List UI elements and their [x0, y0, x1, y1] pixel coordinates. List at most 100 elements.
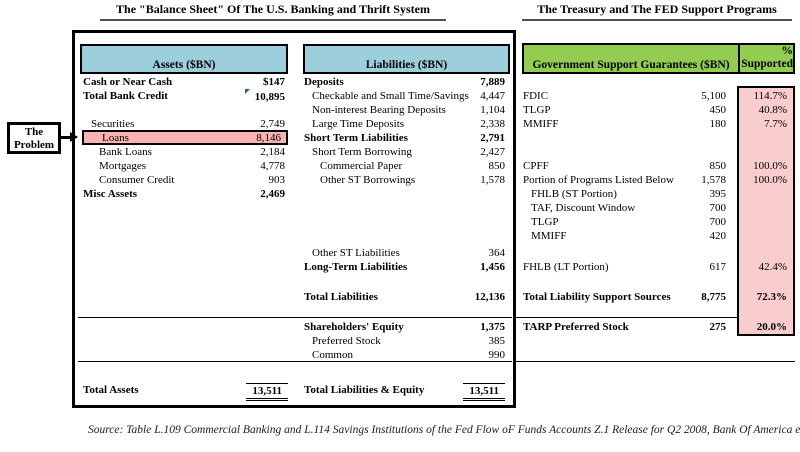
problem-arrow-icon: [61, 136, 71, 139]
cell-label: Short Term Liabilities: [304, 132, 408, 144]
liabilities-row-short-term-borrowing: Short Term Borrowing 2,427: [303, 145, 510, 159]
cell-value: 10,895: [244, 89, 285, 104]
cell-value: $147: [263, 76, 285, 88]
cell-label: Other ST Borrowings: [320, 174, 416, 186]
liabilities-row-total-liabilities-equity: Total Liabilities & Equity 13,511: [303, 383, 510, 401]
cell-label: Large Time Deposits: [312, 118, 405, 130]
cell-value: 395: [709, 188, 727, 200]
divider-line-total-left: [78, 361, 512, 362]
cell-label: Checkable and Small Time/Savings: [312, 90, 469, 102]
liabilities-column-header: Liabilities ($BN): [303, 44, 510, 74]
cell-label: MMIFF: [523, 118, 559, 130]
comment-marker-icon: [244, 89, 250, 94]
cell-label: Total Assets: [83, 384, 139, 396]
cell-value: 364: [488, 247, 506, 259]
cell-label: Commercial Paper: [320, 160, 403, 172]
cell-value: 4,778: [260, 160, 285, 172]
assets-column-header: Assets ($BN): [80, 44, 288, 74]
liabilities-row-deposits: Deposits 7,889: [303, 75, 510, 89]
cell-value: 903: [268, 174, 286, 186]
cell-value: 2,338: [480, 118, 505, 130]
support-row-mmiff: MMIFF 180 7.7%: [522, 117, 792, 131]
divider-line-equity-right: [515, 317, 737, 318]
balance-sheet-title: The "Balance Sheet" Of The U.S. Banking …: [100, 2, 446, 21]
cell-value: 1,375: [480, 321, 505, 333]
liabilities-row-total-liabilities: Total Liabilities 12,136: [303, 290, 510, 304]
liabilities-row-other-st-liabilities: Other ST Liabilities 364: [303, 246, 510, 260]
cell-label: Shareholders' Equity: [304, 321, 404, 333]
cell-label: Consumer Credit: [99, 174, 175, 186]
cell-label: Other ST Liabilities: [312, 247, 400, 259]
cell-percent-supported: 100.0%: [753, 160, 787, 172]
support-row-fhlb-st-portion-: FHLB (ST Portion) 395: [522, 187, 792, 201]
cell-value: 2,469: [260, 188, 285, 200]
percent-supported-header: % Supported: [738, 43, 795, 74]
cell-value: 7,889: [480, 76, 505, 88]
cell-value: 2,184: [260, 146, 285, 158]
cell-label: MMIFF: [531, 230, 567, 242]
cell-label: Misc Assets: [83, 188, 138, 200]
liabilities-row-other-st-borrowings: Other ST Borrowings 1,578: [303, 173, 510, 187]
cell-label: Total Liability Support Sources: [523, 291, 671, 303]
support-row-taf-discount-window: TAF, Discount Window 700: [522, 201, 792, 215]
support-programs-title: The Treasury and The FED Support Program…: [522, 2, 792, 21]
cell-value: 385: [488, 335, 506, 347]
cell-value: 1,456: [480, 261, 505, 273]
cell-value: 2,791: [480, 132, 505, 144]
cell-label: Total Liabilities & Equity: [304, 384, 425, 396]
cell-percent-supported: 7.7%: [764, 118, 787, 130]
source-footnote: Source: Table L.109 Commercial Banking a…: [88, 424, 800, 436]
liabilities-row-commercial-paper: Commercial Paper 850: [303, 159, 510, 173]
assets-row-total-assets: Total Assets 13,511: [82, 383, 288, 401]
cell-label: Loans: [102, 132, 129, 144]
assets-row-mortgages: Mortgages 4,778: [82, 159, 288, 173]
assets-row-bank-loans: Bank Loans 2,184: [82, 145, 288, 159]
cell-value: 700: [709, 202, 727, 214]
divider-line-total-right: [515, 361, 795, 362]
cell-label: Mortgages: [99, 160, 147, 172]
assets-row-total-bank-credit: Total Bank Credit 10,895: [82, 89, 288, 103]
cell-value: 4,447: [480, 90, 505, 102]
cell-label: FHLB (ST Portion): [531, 188, 617, 200]
assets-row-securities: Securities 2,749: [82, 117, 288, 131]
cell-percent-supported: 72.3%: [756, 291, 787, 303]
cell-label: Short Term Borrowing: [312, 146, 412, 158]
liabilities-row-long-term-liabilities: Long-Term Liabilities 1,456: [303, 260, 510, 274]
cell-label: FDIC: [523, 90, 549, 102]
support-row-fhlb-lt-portion-: FHLB (LT Portion) 617 42.4%: [522, 260, 792, 274]
percent-supported-header-line1: %: [781, 45, 794, 57]
cell-label: Non-interest Bearing Deposits: [312, 104, 446, 116]
cell-value: 1,578: [480, 174, 505, 186]
cell-label: Bank Loans: [99, 146, 152, 158]
cell-value: 1,578: [701, 174, 726, 186]
cell-label: TLGP: [531, 216, 559, 228]
problem-callout-line2: Problem: [13, 139, 55, 151]
cell-value: 850: [709, 160, 727, 172]
liabilities-row-checkable-and-small-time-savings: Checkable and Small Time/Savings 4,447: [303, 89, 510, 103]
cell-label: TLGP: [523, 104, 551, 116]
cell-value: 8,146: [256, 132, 281, 144]
balance-sheet-box: [72, 30, 516, 408]
cell-value: 275: [709, 321, 727, 333]
cell-label: Common: [312, 349, 353, 361]
liabilities-row-non-interest-bearing-deposits: Non-interest Bearing Deposits 1,104: [303, 103, 510, 117]
cell-value: 2,427: [480, 146, 505, 158]
cell-value: 8,775: [701, 291, 726, 303]
cell-label: FHLB (LT Portion): [523, 261, 609, 273]
liabilities-row-large-time-deposits: Large Time Deposits 2,338: [303, 117, 510, 131]
cell-label: Preferred Stock: [312, 335, 381, 347]
liabilities-row-preferred-stock: Preferred Stock 385: [303, 334, 510, 348]
support-row-mmiff: MMIFF 420: [522, 229, 792, 243]
cell-value: 420: [709, 230, 727, 242]
cell-value: 617: [709, 261, 727, 273]
cell-label: Total Liabilities: [304, 291, 378, 303]
cell-value: 2,749: [260, 118, 285, 130]
problem-callout: The Problem: [7, 122, 61, 154]
support-row-cpff: CPFF 850 100.0%: [522, 159, 792, 173]
liabilities-row-shareholders-equity: Shareholders' Equity 1,375: [303, 320, 510, 334]
cell-value: 700: [709, 216, 727, 228]
cell-value: 13,511: [246, 383, 288, 401]
cell-value: 13,511: [463, 383, 505, 401]
percent-supported-highlight-box: [737, 86, 795, 336]
cell-value: 5,100: [701, 90, 726, 102]
